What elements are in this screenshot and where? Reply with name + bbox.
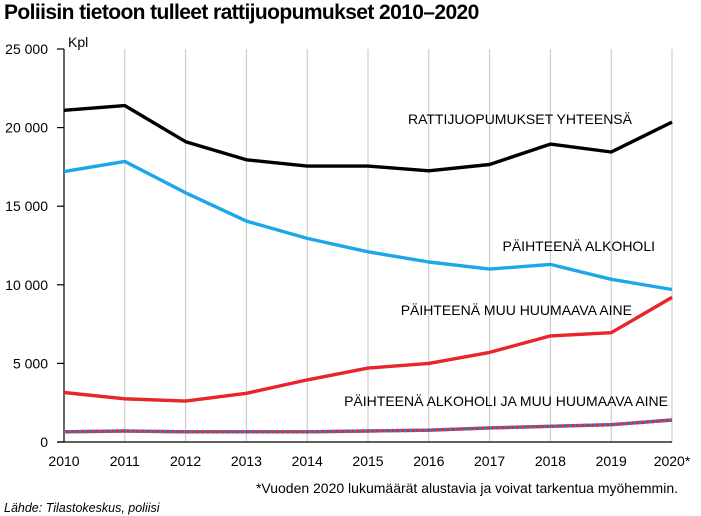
- y-tick-label: 20 000: [5, 120, 48, 136]
- series-line: [63, 159, 673, 292]
- series-line: [63, 103, 673, 173]
- x-tick-label: 2020*: [654, 453, 691, 469]
- x-tick-label: 2014: [292, 453, 323, 469]
- series-line-dash: [63, 418, 673, 434]
- series-lines: [63, 103, 673, 434]
- gridlines: [124, 49, 673, 442]
- x-tick-label: 2011: [110, 453, 140, 469]
- y-unit-label: Kpl: [68, 34, 88, 50]
- series-label: PÄIHTEENÄ ALKOHOLI JA MUU HUUMAAVA AINE: [344, 393, 668, 409]
- chart-title: Poliisin tietoon tulleet rattijuopumukse…: [4, 1, 479, 24]
- axes: [57, 48, 672, 443]
- x-tick-label: 2012: [170, 453, 201, 469]
- y-tick-label: 5 000: [13, 355, 48, 371]
- y-tick-label: 10 000: [5, 277, 48, 293]
- x-tick-label: 2015: [352, 453, 383, 469]
- x-tick-label: 2010: [48, 453, 79, 469]
- series-label: RATTIJUOPUMUKSET YHTEENSÄ: [408, 111, 633, 127]
- x-tick-label: 2013: [231, 453, 262, 469]
- tick-labels: 2010 2011 2012 2013 2014 2015 2016 2017 2018 2019…: [5, 41, 691, 469]
- series-label: PÄIHTEENÄ MUU HUUMAAVA AINE: [401, 302, 632, 318]
- footnote: *Vuoden 2020 lukumäärät alustavia ja voi…: [256, 480, 678, 496]
- y-tick-label: 0: [40, 434, 48, 450]
- x-tick-label: 2017: [474, 453, 505, 469]
- x-tick-label: 2016: [413, 453, 444, 469]
- y-tick-label: 25 000: [5, 41, 48, 57]
- series-label: PÄIHTEENÄ ALKOHOLI: [503, 238, 656, 254]
- source-note: Lähde: Tilastokeskus, poliisi: [4, 501, 161, 515]
- x-tick-label: 2019: [596, 453, 627, 469]
- y-tick-label: 15 000: [5, 198, 48, 214]
- series-labels: RATTIJUOPUMUKSET YHTEENSÄ PÄIHTEENÄ ALKOH…: [344, 111, 668, 409]
- series-line: [63, 295, 673, 403]
- x-tick-label: 2018: [535, 453, 566, 469]
